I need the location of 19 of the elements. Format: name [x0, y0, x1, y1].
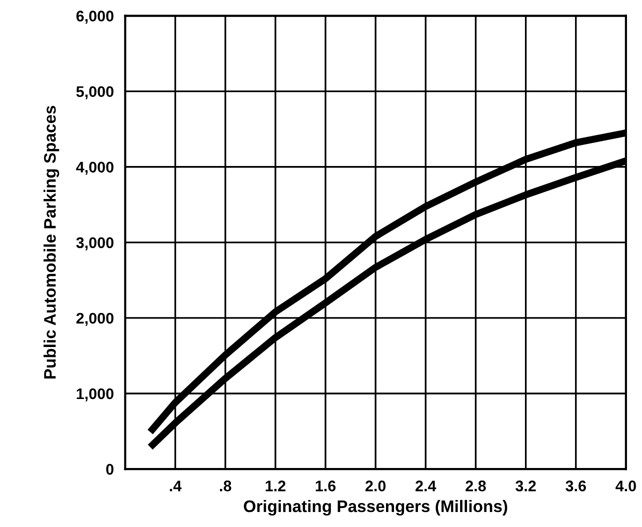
- x-axis-title: Originating Passengers (Millions): [244, 500, 508, 516]
- x-tick-label: .8: [220, 480, 232, 492]
- y-tick-label: 0: [106, 464, 114, 475]
- y-tick-label: 2,000: [76, 312, 114, 326]
- x-tick-label: 1.6: [316, 480, 336, 492]
- y-tick-label: 4,000: [76, 162, 114, 175]
- y-tick-label: 5,000: [76, 86, 114, 100]
- x-tick-label: 2.8: [466, 480, 486, 492]
- x-tick-label: 3.6: [566, 480, 586, 492]
- y-axis-title: Public Automobile Parking Spaces: [44, 106, 60, 379]
- x-tick-label: 2.4: [416, 480, 436, 492]
- x-tick-label: 3.2: [516, 480, 536, 492]
- y-tick-label: 6,000: [76, 10, 114, 24]
- x-tick-label: 2.0: [365, 480, 386, 492]
- x-tick-label: 1.2: [266, 480, 286, 492]
- y-tick-label: 1,000: [76, 388, 114, 402]
- y-tick-label: 3,000: [76, 237, 114, 250]
- x-tick-label: .4: [170, 480, 182, 492]
- x-tick-label: 4.0: [616, 480, 636, 492]
